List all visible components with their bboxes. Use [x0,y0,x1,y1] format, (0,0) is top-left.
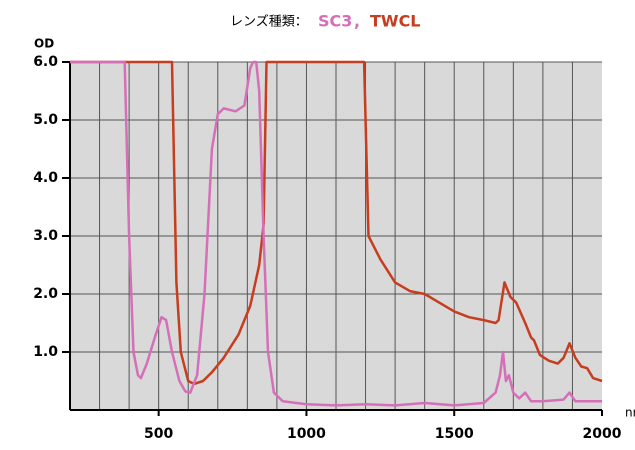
y-tick-label: 6.0 [33,54,58,70]
x-tick-label: 1500 [435,426,474,442]
y-tick-label: 3.0 [33,228,58,244]
y-tick-label: 1.0 [33,344,58,360]
line-series [70,60,603,386]
y-tick-label: 5.0 [33,112,58,128]
line-series [70,60,602,407]
x-tick-label: 2000 [583,426,622,442]
legend-entry: SC3 [318,12,352,31]
x-tick-label: 500 [144,426,173,442]
chart-title: レンズ種類： [230,14,308,30]
y-tick-label: 4.0 [33,170,58,186]
y-axis-label: OD [34,37,54,51]
legend-entry: TWCL [370,12,421,31]
x-tick-label: 1000 [287,426,326,442]
title-separator: , [354,12,360,31]
x-axis-label: nm [625,406,635,420]
y-tick-label: 2.0 [33,286,58,302]
